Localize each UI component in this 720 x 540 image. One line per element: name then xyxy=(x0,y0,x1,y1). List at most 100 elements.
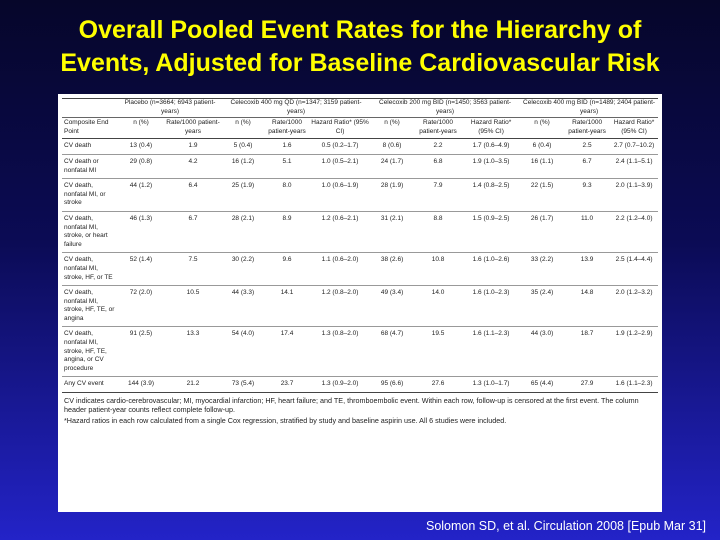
col-header-n: n (%) xyxy=(118,117,164,140)
value-cell: 4.2 xyxy=(188,157,198,165)
value-cell: 1.3 (1.0–1.7) xyxy=(472,380,510,388)
table-row: Any CV event 144 (3.9) 21.2 73 (5.4) 23.… xyxy=(62,377,659,393)
value-cell: 33 (2.2) xyxy=(530,256,554,264)
group-header-blank xyxy=(62,98,118,119)
value-cell: 14.1 xyxy=(280,289,294,297)
endpoint-cell: CV death xyxy=(64,142,92,150)
value-cell: 6.7 xyxy=(582,157,592,165)
endpoint-cell: Any CV event xyxy=(64,380,104,388)
value-cell: 144 (3.9) xyxy=(127,380,155,388)
value-cell: 2.5 (1.4–4.4) xyxy=(615,256,653,264)
value-cell: 14.0 xyxy=(431,289,445,297)
value-cell: 1.3 (0.8–2.0) xyxy=(321,330,359,338)
table-row: CV death, nonfatal MI, stroke, HF, or TE… xyxy=(62,253,659,286)
value-cell: 73 (5.4) xyxy=(231,380,255,388)
value-cell: 2.0 (1.2–3.2) xyxy=(615,289,653,297)
value-cell: 1.6 (1.0–2.3) xyxy=(472,289,510,297)
value-cell: 95 (6.6) xyxy=(380,380,404,388)
value-cell: 14.8 xyxy=(580,289,594,297)
value-cell: 27.6 xyxy=(431,380,445,388)
value-cell: 2.2 xyxy=(433,142,443,150)
table-header: Placebo (n=3664; 6943 patient-years) Cel… xyxy=(62,98,659,140)
value-cell: 25 (1.9) xyxy=(231,182,255,190)
value-cell: 72 (2.0) xyxy=(129,289,153,297)
value-cell: 1.2 (0.6–2.1) xyxy=(321,214,359,222)
value-cell: 5 (0.4) xyxy=(233,142,253,150)
value-cell: 31 (2.1) xyxy=(380,214,404,222)
value-cell: 16 (1.1) xyxy=(530,157,554,165)
value-cell: 5.1 xyxy=(282,157,292,165)
col-header-n: n (%) xyxy=(370,117,415,140)
value-cell: 1.4 (0.8–2.5) xyxy=(472,182,510,190)
value-cell: 29 (0.8) xyxy=(129,157,153,165)
value-cell: 1.9 (1.0–3.5) xyxy=(472,157,510,165)
value-cell: 1.0 (0.5–2.1) xyxy=(321,157,359,165)
value-cell: 65 (4.4) xyxy=(530,380,554,388)
value-cell: 1.6 (1.0–2.6) xyxy=(472,256,510,264)
table-footnotes: CV indicates cardio-cerebrovascular; MI,… xyxy=(62,393,658,425)
col-header-rate: Rate/1000 patient-years xyxy=(264,117,311,140)
col-header-rate: Rate/1000 patient-years xyxy=(164,117,223,140)
value-cell: 1.6 (1.1–2.3) xyxy=(472,330,510,338)
endpoint-cell: CV death, nonfatal MI, stroke, or heart … xyxy=(64,214,108,248)
slide-title: Overall Pooled Event Rates for the Hiera… xyxy=(0,14,720,80)
value-cell: 6.7 xyxy=(188,214,198,222)
citation: Solomon SD, et al. Circulation 2008 [Epu… xyxy=(425,519,706,533)
value-cell: 28 (1.9) xyxy=(380,182,404,190)
value-cell: 8.0 xyxy=(282,182,292,190)
col-header-hr: Hazard Ratio* (95% CI) xyxy=(610,117,659,140)
value-cell: 1.9 xyxy=(188,142,198,150)
value-cell: 9.6 xyxy=(282,256,292,264)
col-header-hr: Hazard Ratio* (95% CI) xyxy=(310,117,371,140)
footnote-hazard-ratio: *Hazard ratios in each row calculated fr… xyxy=(64,415,507,425)
endpoint-cell: CV death, nonfatal MI, stroke, HF, TE, o… xyxy=(64,289,115,322)
value-cell: 1.2 (0.8–2.0) xyxy=(321,289,359,297)
value-cell: 2.2 (1.2–4.0) xyxy=(615,214,653,222)
value-cell: 10.8 xyxy=(431,256,445,264)
table-row: CV death or nonfatal MI 29 (0.8) 4.2 16 … xyxy=(62,154,659,179)
value-cell: 8 (0.6) xyxy=(382,142,402,150)
value-cell: 30 (2.2) xyxy=(231,256,255,264)
value-cell: 54 (4.0) xyxy=(231,330,255,338)
value-cell: 13 (0.4) xyxy=(129,142,153,150)
value-cell: 9.3 xyxy=(582,182,592,190)
value-cell: 19.5 xyxy=(431,330,445,338)
table-panel: Placebo (n=3664; 6943 patient-years) Cel… xyxy=(58,94,662,512)
endpoint-cell: CV death, nonfatal MI, or stroke xyxy=(64,182,106,207)
value-cell: 6.4 xyxy=(188,182,198,190)
endpoint-cell: CV death, nonfatal MI, stroke, HF, or TE xyxy=(64,256,113,281)
value-cell: 1.7 (0.6–4.9) xyxy=(472,142,510,150)
endpoint-cell: CV death, nonfatal MI, stroke, HF, TE, a… xyxy=(64,330,107,372)
value-cell: 21.2 xyxy=(186,380,200,388)
value-cell: 52 (1.4) xyxy=(129,256,153,264)
table-row: CV death, nonfatal MI, stroke, HF, TE, o… xyxy=(62,286,659,327)
value-cell: 1.1 (0.6–2.0) xyxy=(321,256,359,264)
value-cell: 26 (1.7) xyxy=(530,214,554,222)
value-cell: 2.4 (1.1–5.1) xyxy=(615,157,653,165)
value-cell: 13.9 xyxy=(580,256,594,264)
group-header-celecoxib-400-qd: Celecoxib 400 mg QD (n=1347; 3159 patien… xyxy=(222,98,371,119)
value-cell: 23.7 xyxy=(280,380,294,388)
value-cell: 13.3 xyxy=(186,330,200,338)
value-cell: 18.7 xyxy=(580,330,594,338)
value-cell: 1.6 (1.1–2.3) xyxy=(615,380,653,388)
table-body: CV death 13 (0.4) 1.9 5 (0.4) 1.6 0.5 (0… xyxy=(62,139,659,393)
value-cell: 24 (1.7) xyxy=(380,157,404,165)
value-cell: 2.7 (0.7–10.2) xyxy=(613,142,655,150)
value-cell: 1.5 (0.9–2.5) xyxy=(472,214,510,222)
group-header-placebo: Placebo (n=3664; 6943 patient-years) xyxy=(118,98,223,119)
value-cell: 44 (3.0) xyxy=(530,330,554,338)
value-cell: 1.3 (0.9–2.0) xyxy=(321,380,359,388)
value-cell: 8.8 xyxy=(433,214,443,222)
value-cell: 2.0 (1.1–3.9) xyxy=(615,182,653,190)
value-cell: 11.0 xyxy=(580,214,594,222)
table-row: CV death, nonfatal MI, stroke, or heart … xyxy=(62,211,659,253)
value-cell: 46 (1.3) xyxy=(129,214,153,222)
value-cell: 10.5 xyxy=(186,289,200,297)
value-cell: 68 (4.7) xyxy=(380,330,404,338)
value-cell: 1.6 xyxy=(282,142,292,150)
value-cell: 35 (2.4) xyxy=(530,289,554,297)
group-header-celecoxib-200-bid: Celecoxib 200 mg BID (n=1450; 3563 patie… xyxy=(370,98,521,119)
value-cell: 7.5 xyxy=(188,256,198,264)
value-cell: 44 (1.2) xyxy=(129,182,153,190)
